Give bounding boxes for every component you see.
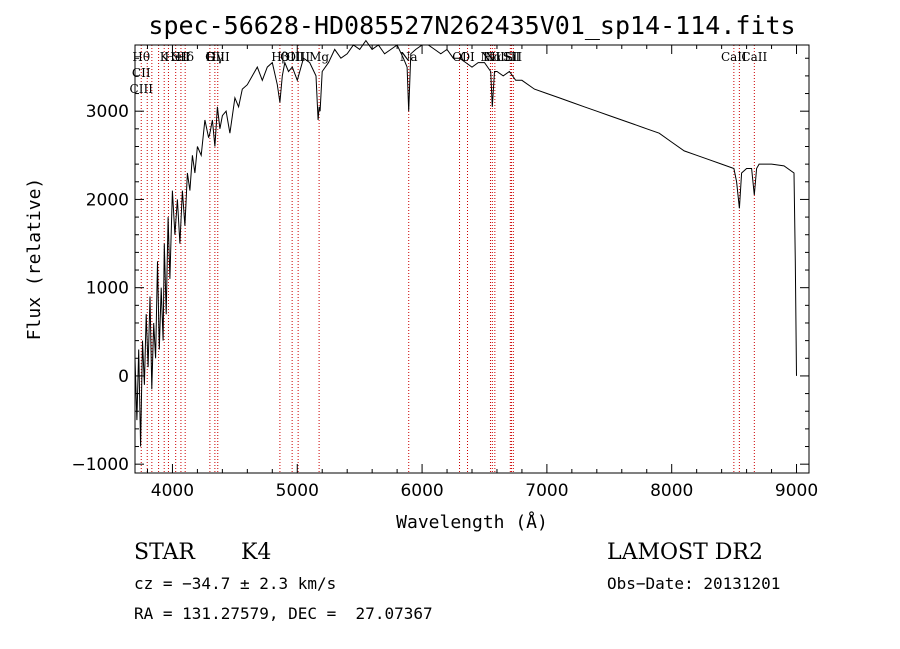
line-label: G	[205, 50, 215, 64]
object-class: STAR	[134, 540, 195, 565]
line-label: Li	[504, 50, 516, 64]
line-label: Na	[400, 50, 418, 64]
line-label: Hγ	[206, 50, 224, 64]
line-label: NII	[480, 50, 500, 64]
line-label: CaII	[721, 50, 747, 64]
survey-name: LAMOST DR2	[607, 540, 763, 565]
x-tick-label: 7000	[525, 481, 568, 501]
line-label: CIII	[130, 82, 154, 96]
x-tick-label: 9000	[775, 481, 818, 501]
y-tick-label: 3000	[86, 102, 129, 122]
chart-title: spec-56628-HD085527N262435V01_sp14-114.f…	[148, 11, 795, 40]
line-label: OI	[460, 50, 475, 64]
y-axis-label: Flux (relative)	[24, 178, 45, 341]
redshift-cz: cz = −34.7 ± 2.3 km/s	[134, 574, 337, 593]
y-tick-label: −1000	[71, 455, 129, 475]
x-tick-label: 8000	[650, 481, 693, 501]
line-label: OI	[452, 50, 467, 64]
x-tick-label: 5000	[276, 481, 319, 501]
line-label: HeI	[165, 50, 188, 64]
y-tick-label: 2000	[86, 190, 129, 210]
x-tick-label: 6000	[400, 481, 443, 501]
y-tick-label: 0	[118, 367, 129, 387]
line-label: Hθ	[132, 50, 150, 64]
line-label: CaII	[741, 50, 767, 64]
line-label: Hβ	[271, 50, 288, 64]
axis-ticks: 4000 5000 6000 7000 8000 9000 −1000 0 1000 2000 30…	[71, 45, 818, 501]
line-label: Mg	[309, 50, 329, 64]
line-label: Hα	[483, 50, 502, 64]
line-label: SII	[504, 50, 522, 64]
x-tick-label: 4000	[151, 481, 194, 501]
ra-dec: RA = 131.27579, DEC = 27.07367	[134, 604, 433, 623]
line-label: OIII	[286, 50, 310, 64]
line-label: CII	[132, 66, 151, 80]
line-label: OIII	[206, 50, 230, 64]
object-subclass: K4	[241, 540, 272, 565]
x-axis-label: Wavelength (Å)	[396, 511, 548, 533]
line-label: OIII	[280, 50, 304, 64]
line-label: K	[160, 50, 170, 64]
line-label: SII	[503, 50, 521, 64]
y-tick-label: 1000	[86, 279, 129, 299]
line-label: SII	[172, 50, 190, 64]
line-label: NII	[485, 50, 505, 64]
obs-date: Obs−Date: 20131201	[607, 574, 781, 593]
plot-frame	[134, 44, 810, 474]
line-label: Hδ	[176, 50, 194, 64]
spectrum-line	[134, 39, 797, 447]
